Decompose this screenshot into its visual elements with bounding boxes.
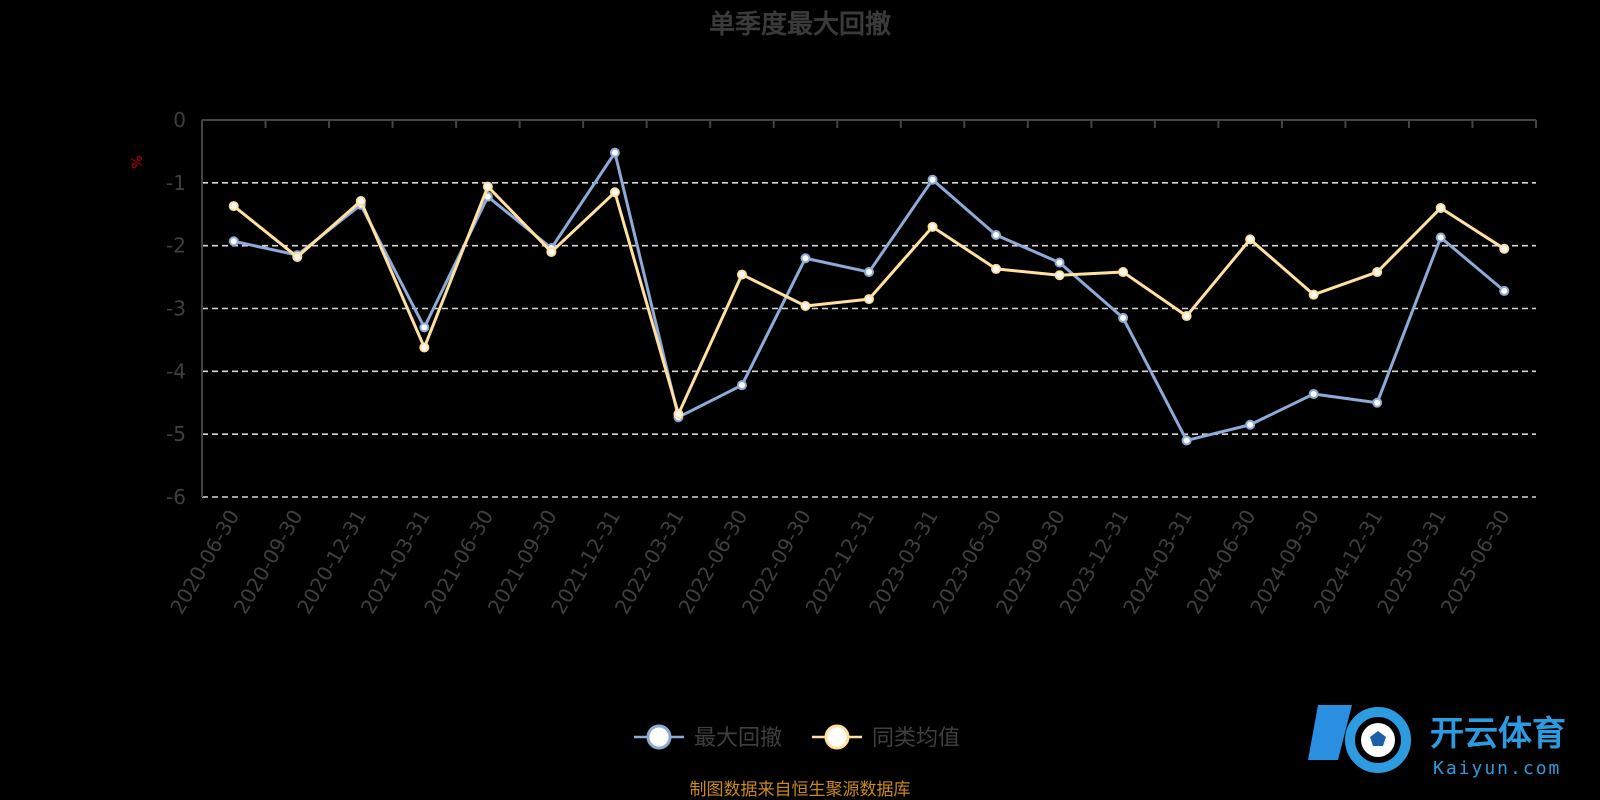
data-point <box>1499 243 1510 254</box>
data-point <box>927 221 938 232</box>
series-lines <box>228 147 1510 446</box>
data-point <box>1181 311 1192 322</box>
source-note: 制图数据来自恒生聚源数据库 <box>690 780 911 800</box>
data-point <box>991 229 1002 240</box>
data-point <box>419 342 430 353</box>
data-point <box>1245 234 1256 245</box>
data-point <box>228 201 239 212</box>
data-point <box>1054 270 1065 281</box>
data-point <box>482 181 493 192</box>
grid-lines <box>202 182 1536 498</box>
data-point <box>736 269 747 280</box>
y-tick-label: -4 <box>166 359 186 383</box>
y-tick-label: 0 <box>173 108 186 132</box>
data-point <box>228 236 239 247</box>
data-point <box>1054 257 1065 268</box>
watermark-logo: 开云体育 Kaiyun.com <box>1308 705 1566 779</box>
data-point <box>1245 419 1256 430</box>
data-point <box>355 196 366 207</box>
data-point <box>1435 202 1446 213</box>
data-point <box>1372 267 1383 278</box>
legend-label: 同类均值 <box>872 726 960 751</box>
x-tick-labels: 2020-06-302020-09-302020-12-312021-03-31… <box>165 506 1514 619</box>
data-point <box>546 246 557 257</box>
data-point <box>1181 435 1192 446</box>
data-point <box>1372 397 1383 408</box>
chart-title: 单季度最大回撤 <box>709 9 891 40</box>
soccer-ball-icon <box>1308 705 1411 773</box>
axes <box>201 119 1537 497</box>
legend-marker <box>646 724 672 750</box>
data-point <box>292 251 303 262</box>
data-point <box>864 267 874 278</box>
data-point <box>609 147 620 158</box>
data-point <box>800 300 811 311</box>
y-tick-label: -6 <box>166 485 186 509</box>
data-point <box>1435 232 1446 243</box>
data-point <box>1118 312 1129 323</box>
data-point <box>1308 388 1319 399</box>
data-point <box>991 263 1002 274</box>
watermark-text: 开云体育 <box>1430 714 1566 754</box>
y-tick-label: -5 <box>166 422 186 446</box>
data-point <box>1118 267 1129 278</box>
watermark-subtext: Kaiyun.com <box>1433 758 1561 779</box>
legend-marker <box>824 724 850 750</box>
data-point <box>800 253 811 264</box>
data-point <box>736 380 747 391</box>
y-tick-label: -1 <box>166 171 186 195</box>
data-point <box>673 409 684 420</box>
data-point <box>609 187 620 198</box>
y-tick-label: -3 <box>166 297 186 321</box>
data-point <box>419 322 430 333</box>
data-point <box>927 174 938 185</box>
legend[interactable]: 最大回撤 同类均值 <box>634 724 960 751</box>
y-tick-label: -2 <box>166 234 186 258</box>
legend-label: 最大回撤 <box>694 726 782 751</box>
y-axis-unit: % <box>130 155 146 168</box>
y-tick-labels: 0 -1 -2 -3 -4 -5 -6 <box>166 108 186 509</box>
data-point <box>1308 289 1319 300</box>
data-point <box>1499 285 1510 296</box>
data-point <box>864 294 874 305</box>
